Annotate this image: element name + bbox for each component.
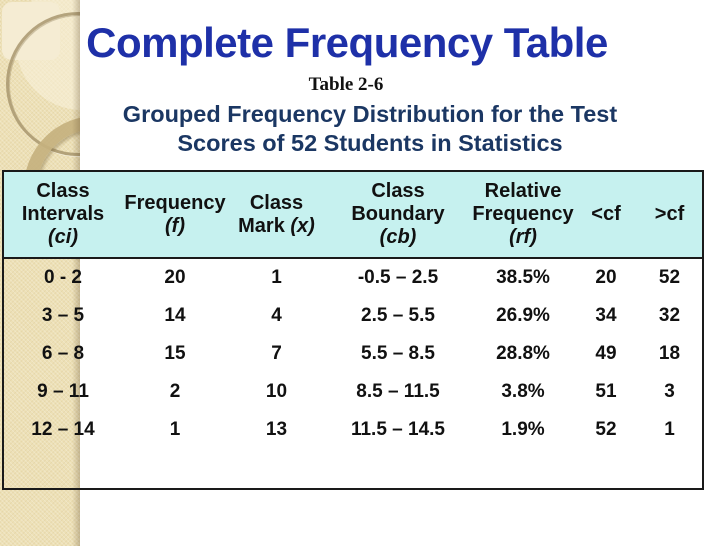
header-cell-relative-frequency: Relative Frequency (rf) (472, 180, 574, 248)
table-header-row: Class Intervals (ci) Frequency (f) Class… (2, 170, 704, 259)
table-row: 12 – 14 1 13 11.5 – 14.5 1.9% 52 1 (4, 411, 702, 449)
page-title: Complete Frequency Table (86, 19, 608, 66)
sidebar-edge-shadow (72, 0, 80, 546)
cell-rf: 26.9% (496, 305, 550, 326)
header-cell-class-intervals: Class Intervals (ci) (21, 180, 105, 248)
cell-cb: 11.5 – 14.5 (350, 419, 446, 440)
cell-ci: 9 – 11 (37, 381, 89, 402)
cell-gcf: 32 (658, 305, 681, 326)
cell-gcf: 1 (664, 419, 675, 440)
cell-gcf: 52 (658, 267, 681, 288)
cell-gcf: 3 (664, 381, 675, 402)
cell-gcf: 18 (658, 343, 681, 364)
cell-ci: 3 – 5 (41, 305, 85, 326)
frequency-table: Class Intervals (ci) Frequency (f) Class… (2, 170, 704, 490)
cell-f: 20 (164, 267, 186, 288)
cell-rf: 1.9% (501, 419, 545, 440)
slide-subtitle: Grouped Frequency Distribution for the T… (12, 100, 728, 158)
cell-ci: 12 – 14 (31, 419, 95, 440)
cell-f: 14 (164, 305, 186, 326)
table-body: 0 - 2 20 1 -0.5 – 2.5 38.5% 20 52 3 – 5 … (2, 259, 704, 490)
cell-x: 7 (271, 343, 282, 364)
cell-f: 1 (169, 419, 181, 440)
table-row: 3 – 5 14 4 2.5 – 5.5 26.9% 34 32 (4, 297, 702, 335)
cell-cb: -0.5 – 2.5 (357, 267, 439, 288)
cell-cb: 5.5 – 8.5 (361, 343, 435, 364)
cell-ci: 6 – 8 (41, 343, 85, 364)
header-cell-class-boundary: Class Boundary (cb) (351, 180, 445, 248)
cell-rf: 38.5% (496, 267, 550, 288)
header-cell-frequency: Frequency (f) (124, 191, 226, 237)
header-cell-greater-than-cf: >cf (654, 203, 685, 225)
subtitle-line-2: Scores of 52 Students in Statistics (177, 130, 563, 156)
cell-x: 13 (265, 419, 288, 440)
cell-f: 2 (169, 381, 181, 402)
cell-x: 10 (265, 381, 288, 402)
cell-lcf: 51 (595, 381, 617, 402)
cell-lcf: 34 (595, 305, 617, 326)
left-sidebar (0, 0, 80, 546)
cell-ci: 0 - 2 (43, 267, 83, 288)
header-cell-class-mark: Class Mark (x) (238, 191, 315, 237)
cell-lcf: 20 (595, 267, 617, 288)
cell-x: 1 (271, 267, 282, 288)
cell-cb: 2.5 – 5.5 (361, 305, 435, 326)
cell-lcf: 52 (595, 419, 617, 440)
cell-lcf: 49 (595, 343, 617, 364)
cell-cb: 8.5 – 11.5 (356, 381, 440, 402)
cell-rf: 28.8% (496, 343, 550, 364)
subtitle-line-1: Grouped Frequency Distribution for the T… (122, 101, 618, 127)
header-cell-less-than-cf: <cf (591, 203, 621, 225)
cell-rf: 3.8% (501, 381, 545, 402)
cell-f: 15 (164, 343, 186, 364)
table-row: 0 - 2 20 1 -0.5 – 2.5 38.5% 20 52 (4, 259, 702, 297)
table-row: 6 – 8 15 7 5.5 – 8.5 28.8% 49 18 (4, 335, 702, 373)
table-row: 9 – 11 2 10 8.5 – 11.5 3.8% 51 3 (4, 373, 702, 411)
cell-x: 4 (271, 305, 282, 326)
table-caption: Table 2-6 (308, 74, 384, 95)
